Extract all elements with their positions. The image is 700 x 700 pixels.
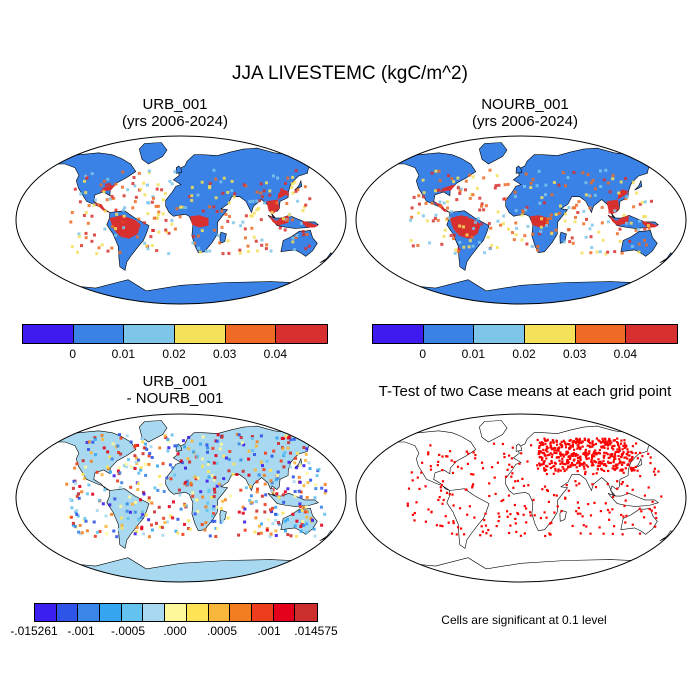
colorbar-swatch [524, 325, 576, 343]
colorbar-tick-label: 0.01 [111, 347, 136, 361]
grid-cells [65, 432, 328, 539]
colorbar-swatch [23, 325, 74, 343]
land-madagascar [219, 231, 227, 244]
colorbar-tick-label: 0.03 [562, 347, 587, 361]
colorbar-tick-label: 0 [419, 347, 426, 361]
land-uk [515, 165, 523, 174]
colorbar-swatch [295, 604, 317, 621]
colorbar-swatch [230, 604, 252, 621]
colorbar-swatch [121, 604, 144, 621]
high-value-new-guinea [642, 220, 659, 228]
land-indonesia [267, 492, 319, 507]
colorbar-swatch [73, 325, 125, 343]
colorbar-tick-label: -.0005 [110, 624, 146, 638]
colorbar-tick-label: 0.02 [162, 347, 186, 361]
colorbar-tick-label: 0.04 [263, 347, 288, 361]
high-value-se-usa [100, 184, 116, 192]
colorbar-swatch [208, 604, 231, 621]
land-madagascar [559, 509, 567, 522]
colorbar-tick-label: 0.01 [461, 347, 486, 361]
land-greenland [138, 142, 168, 165]
high-value-se-china [617, 189, 628, 200]
colorbar-swatch [273, 604, 296, 621]
colorbar-swatch [165, 604, 187, 621]
panel-subtitle-line: - NOURB_001 [126, 390, 224, 407]
panel-subtitle-line: (yrs 2006-2024) [122, 113, 228, 130]
colorbar-swatch [276, 325, 327, 343]
colorbar-swatch [78, 604, 101, 621]
map-panel-ttest [355, 413, 687, 583]
colorbar-tick-label: -.015261 [10, 624, 58, 638]
panel-title-nourb: NOURB_001 (yrs 2006-2024) [472, 96, 578, 130]
map-border [355, 135, 687, 305]
colorbar-tick-label: .001 [257, 624, 281, 638]
colorbar-swatch [225, 325, 277, 343]
map-panel-diff [15, 413, 347, 583]
land-uk [175, 165, 183, 174]
colorbar-swatch [626, 325, 677, 343]
land-japan [294, 457, 303, 469]
colorbar-tick-label: .014575 [294, 624, 338, 638]
colorbar-swatch [56, 604, 79, 621]
colorbar-tick-label: 0.03 [212, 347, 237, 361]
land-indonesia [607, 492, 659, 507]
map-panel-urb [15, 135, 347, 305]
figure-title: JJA LIVESTEMC (kgC/m^2) [232, 63, 468, 84]
colorbar-swatch [186, 604, 209, 621]
panel-title-diff: URB_001 - NOURB_001 [127, 373, 224, 407]
colorbar-swatch [100, 604, 122, 621]
panel-title-ttest: T-Test of two Case means at each grid po… [378, 383, 672, 400]
colorbar-tick-label: -.001 [67, 624, 95, 638]
colorbar-tick-label: .000 [163, 624, 187, 638]
land-greenland [478, 420, 508, 443]
land-greenland [138, 420, 168, 443]
panel-title-urb: URB_001 (yrs 2006-2024) [122, 96, 228, 130]
colorbar-tick-label: 0.04 [613, 347, 638, 361]
panel-subtitle-line: (yrs 2006-2024) [472, 113, 578, 130]
land-japan [634, 179, 643, 191]
high-value-se-china [277, 189, 288, 200]
high-value-se-usa [440, 184, 456, 192]
map-border [15, 413, 347, 583]
colorbar-swatch [35, 604, 57, 621]
significant-cells [406, 437, 663, 538]
colorbar-swatch [575, 325, 627, 343]
high-value-borneo-sumatra [608, 215, 629, 226]
significance-note: Cells are significant at 0.1 level [441, 613, 607, 627]
colorbar-nourb [372, 324, 678, 344]
colorbar-tick-label: 0 [69, 347, 76, 361]
colorbar-swatch [124, 325, 175, 343]
grid-cells [69, 168, 312, 256]
land-south-america [446, 488, 490, 549]
land-africa-eurasia [165, 425, 316, 532]
land-north-america [392, 430, 477, 491]
map-border [15, 135, 347, 305]
colorbar-swatch [251, 604, 274, 621]
map-panel-nourb [355, 135, 687, 305]
colorbar-swatch [174, 325, 226, 343]
panel-title-line: NOURB_001 [481, 96, 569, 113]
colorbar-urb [22, 324, 328, 344]
land-greenland [478, 142, 508, 165]
land-uk [515, 443, 523, 452]
colorbar-diff [34, 603, 318, 622]
colorbar-tick-label: 0.02 [512, 347, 536, 361]
map-border [355, 413, 687, 583]
high-value-amazon [449, 215, 481, 239]
colorbar-tick-label: .0005 [206, 624, 238, 638]
high-value-new-guinea [302, 220, 319, 228]
colorbar-swatch [373, 325, 424, 343]
panel-title-line: URB_001 [142, 373, 208, 390]
grid-cells [409, 168, 653, 256]
panel-title-line: URB_001 [142, 96, 208, 113]
colorbar-swatch [423, 325, 475, 343]
land-japan [634, 457, 643, 469]
colorbar-swatch [474, 325, 525, 343]
colorbar-swatch [143, 604, 166, 621]
